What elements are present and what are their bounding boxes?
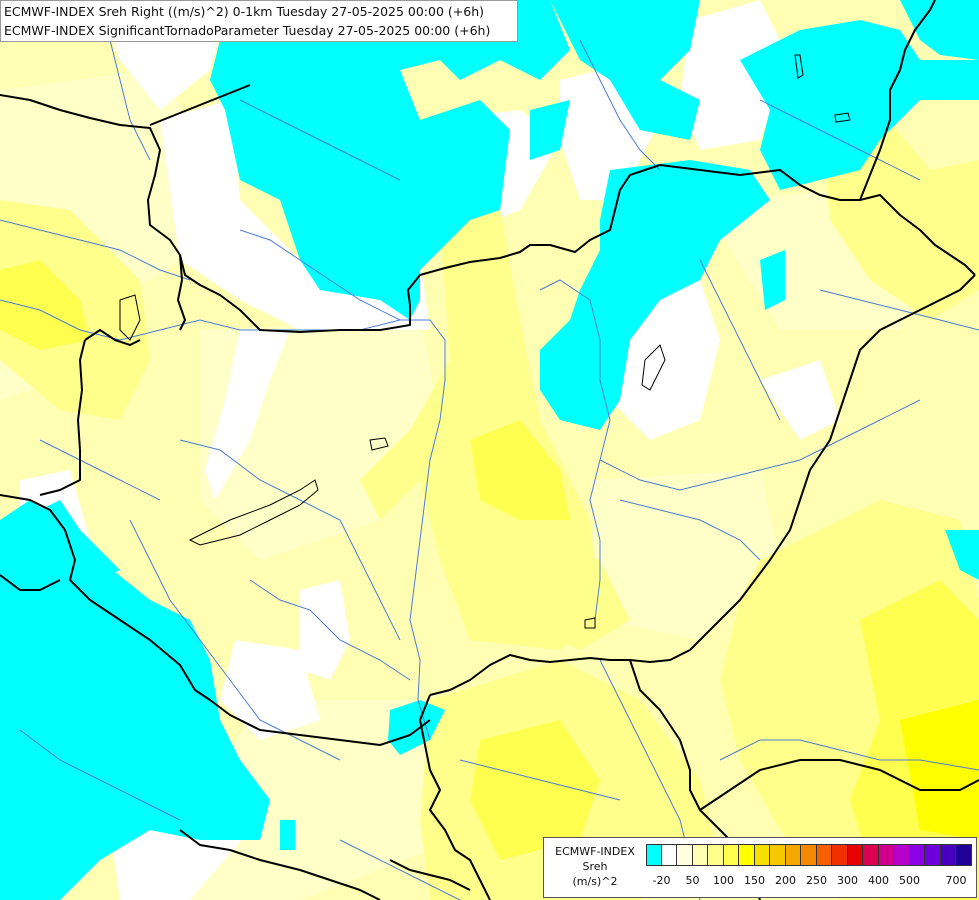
legend-swatch [785,844,801,866]
bright-yellow-zones [0,260,979,900]
lakes [119,54,851,629]
legend-swatch [940,844,956,866]
legend-tick-label: 300 [837,874,858,887]
legend-swatch [894,844,910,866]
legend-unit: (m/s)^2 [572,875,618,888]
legend-tick-label: 700 [945,874,967,887]
legend-swatch [661,844,677,866]
legend-swatch [956,844,972,866]
legend-swatch [754,844,770,866]
legend-tick-label: 100 [713,874,734,887]
legend-source: ECMWF-INDEX [555,845,635,858]
legend-swatch [801,844,817,866]
legend-tick-label: 50 [685,874,700,887]
color-legend: ECMWF-INDEX Sreh (m/s)^2 -20 50 100 150 200 2… [543,837,977,898]
legend-label: ECMWF-INDEX Sreh (m/s)^2 [546,844,644,889]
legend-swatch [677,844,693,866]
legend-swatch [708,844,724,866]
legend-swatch [816,844,832,866]
legend-swatch [909,844,925,866]
map-title-line-2: ECMWF-INDEX SignificantTornadoParameter … [4,23,491,38]
legend-tick-label: 500 [899,874,920,887]
map-title-line-1: ECMWF-INDEX Sreh Right ((m/s)^2) 0-1km T… [4,4,484,19]
legend-swatch [878,844,894,866]
legend-swatch [739,844,755,866]
legend-swatch [832,844,848,866]
legend-ticks: -20 50 100 150 200 250 300 400 500 700 [646,874,976,890]
legend-swatch [692,844,708,866]
legend-swatch [847,844,863,866]
legend-swatch [863,844,879,866]
legend-swatch [770,844,786,866]
map-title-box: ECMWF-INDEX Sreh Right ((m/s)^2) 0-1km T… [0,0,518,42]
legend-swatch [925,844,941,866]
legend-swatches [646,844,972,866]
legend-parameter: Sreh [582,860,608,873]
legend-tick-label: -20 [652,874,671,887]
legend-swatch [646,844,662,866]
legend-tick-label: 400 [868,874,889,887]
legend-tick-label: 150 [744,874,765,887]
legend-swatch [723,844,739,866]
legend-tick-label: 200 [775,874,796,887]
legend-tick-label: 250 [806,874,827,887]
